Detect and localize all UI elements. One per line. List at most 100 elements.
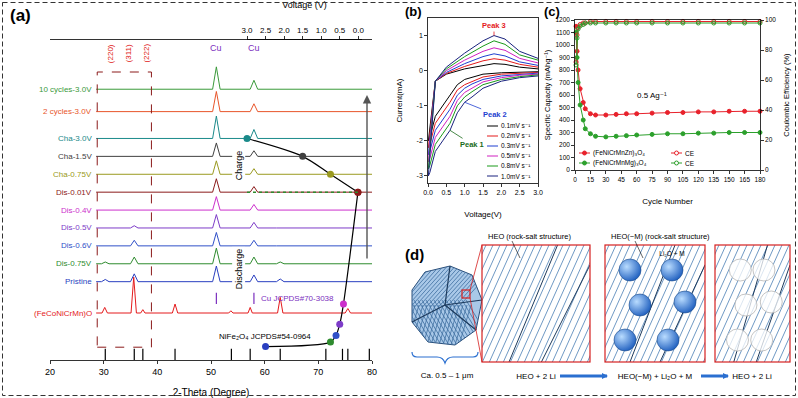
svg-text:800: 800 <box>559 66 570 73</box>
svg-text:0: 0 <box>573 176 577 183</box>
svg-text:100: 100 <box>765 16 776 23</box>
svg-text:135: 135 <box>708 176 719 183</box>
svg-text:20: 20 <box>45 367 55 377</box>
svg-text:0.5: 0.5 <box>441 189 451 196</box>
svg-text:Charge: Charge <box>234 151 244 181</box>
svg-text:HEO(−M) (rock-salt structure): HEO(−M) (rock-salt structure) <box>611 232 710 241</box>
svg-text:0: 0 <box>419 67 423 74</box>
svg-text:0.0: 0.0 <box>353 26 365 35</box>
svg-text:-3: -3 <box>417 172 423 179</box>
svg-text:Cu: Cu <box>248 43 260 53</box>
svg-text:HEO(−M) + Li₂O + M: HEO(−M) + Li₂O + M <box>618 372 693 381</box>
svg-text:0.3mV s⁻¹: 0.3mV s⁻¹ <box>501 142 531 149</box>
svg-text:2.5: 2.5 <box>260 26 272 35</box>
svg-text:HEO + 2 Li: HEO + 2 Li <box>516 372 556 381</box>
svg-text:Cycle Number: Cycle Number <box>642 197 693 206</box>
svg-text:400: 400 <box>559 116 570 123</box>
svg-text:(a): (a) <box>10 6 31 25</box>
svg-text:(b): (b) <box>405 4 422 19</box>
svg-text:500: 500 <box>559 104 570 111</box>
svg-text:(d): (d) <box>405 246 424 263</box>
svg-text:60: 60 <box>260 367 270 377</box>
svg-text:Current(mA): Current(mA) <box>395 78 404 122</box>
svg-text:30: 30 <box>99 367 109 377</box>
svg-text:1.5: 1.5 <box>478 189 488 196</box>
svg-text:2 cycles-3.0V: 2 cycles-3.0V <box>43 107 92 116</box>
svg-text:1100: 1100 <box>556 29 570 36</box>
svg-text:2.0: 2.0 <box>496 189 506 196</box>
svg-text:(c): (c) <box>544 4 560 19</box>
svg-text:1.0: 1.0 <box>316 26 328 35</box>
svg-text:0.8mV s⁻¹: 0.8mV s⁻¹ <box>501 162 531 169</box>
svg-text:Cha-0.75V: Cha-0.75V <box>53 170 92 179</box>
svg-text:Voltage(V): Voltage(V) <box>464 210 502 219</box>
svg-text:Peak 1: Peak 1 <box>460 140 484 149</box>
svg-text:Cha-3.0V: Cha-3.0V <box>58 134 92 143</box>
svg-text:20: 20 <box>765 136 773 143</box>
svg-text:Voltage (V): Voltage (V) <box>282 0 327 10</box>
svg-text:HEO (rock-salt structure): HEO (rock-salt structure) <box>488 232 571 241</box>
svg-text:2.5: 2.5 <box>515 189 525 196</box>
svg-text:2-Theta (Degree): 2-Theta (Degree) <box>173 387 250 398</box>
svg-text:Peak 2: Peak 2 <box>483 110 507 119</box>
svg-text:Specific Capacity (mAhg⁻¹): Specific Capacity (mAhg⁻¹) <box>543 49 552 140</box>
svg-text:Peak 3: Peak 3 <box>482 21 506 30</box>
svg-text:700: 700 <box>559 79 570 86</box>
svg-text:1: 1 <box>419 32 423 39</box>
svg-text:HEO + 2 Li: HEO + 2 Li <box>732 372 772 381</box>
svg-text:60: 60 <box>633 176 641 183</box>
svg-text:50: 50 <box>206 367 216 377</box>
svg-text:3.0: 3.0 <box>241 26 253 35</box>
svg-text:Discharge: Discharge <box>234 249 244 290</box>
svg-text:10 cycles-3.0V: 10 cycles-3.0V <box>39 85 92 94</box>
svg-text:(FeNiCrMnMg)₃O₄: (FeNiCrMnMg)₃O₄ <box>593 159 647 167</box>
svg-text:60: 60 <box>765 76 773 83</box>
svg-text:-2: -2 <box>417 137 423 144</box>
svg-text:15: 15 <box>587 176 595 183</box>
svg-text:CE: CE <box>685 160 695 167</box>
svg-text:(220): (220) <box>106 44 115 63</box>
svg-text:900: 900 <box>559 54 570 61</box>
svg-text:150: 150 <box>724 176 735 183</box>
svg-text:(222): (222) <box>142 44 151 63</box>
svg-text:Dis-0.6V: Dis-0.6V <box>61 241 92 250</box>
svg-text:70: 70 <box>313 367 323 377</box>
svg-text:Cu: Cu <box>210 43 222 53</box>
svg-text:Dis-0.75V: Dis-0.75V <box>56 259 92 268</box>
svg-text:165: 165 <box>739 176 750 183</box>
svg-text:0.1mV s⁻¹: 0.1mV s⁻¹ <box>501 122 531 129</box>
svg-text:NiFe₂O₄ JCPDS#54-0964: NiFe₂O₄ JCPDS#54-0964 <box>219 332 311 341</box>
svg-text:Coulombic Efficiency (%): Coulombic Efficiency (%) <box>782 53 791 137</box>
svg-text:Pristine: Pristine <box>65 277 92 286</box>
svg-text:1000: 1000 <box>555 41 570 48</box>
svg-text:80: 80 <box>367 367 377 377</box>
svg-text:100: 100 <box>559 154 570 161</box>
svg-text:CE: CE <box>685 150 695 157</box>
svg-text:1.0mV s⁻¹: 1.0mV s⁻¹ <box>501 173 531 180</box>
svg-text:0.5: 0.5 <box>334 26 346 35</box>
svg-text:40: 40 <box>152 367 162 377</box>
svg-text:1.0: 1.0 <box>460 189 470 196</box>
svg-text:0: 0 <box>566 166 570 173</box>
svg-text:Dis-0.5V: Dis-0.5V <box>61 223 92 232</box>
svg-text:0.5 Ag⁻¹: 0.5 Ag⁻¹ <box>637 91 667 100</box>
svg-text:105: 105 <box>677 176 688 183</box>
svg-text:600: 600 <box>559 91 570 98</box>
svg-text:180: 180 <box>755 176 766 183</box>
svg-text:1200: 1200 <box>555 16 570 23</box>
svg-text:40: 40 <box>765 106 773 113</box>
svg-text:Cha-1.5V: Cha-1.5V <box>58 152 92 161</box>
svg-text:0.0: 0.0 <box>423 189 433 196</box>
svg-text:Dis-0.01V: Dis-0.01V <box>56 188 92 197</box>
svg-text:(FeNiCrMnZn)₃O₄: (FeNiCrMnZn)₃O₄ <box>593 149 645 157</box>
svg-text:45: 45 <box>618 176 626 183</box>
svg-text:(FeCoNiCrMn)O: (FeCoNiCrMn)O <box>34 309 92 318</box>
svg-text:0.5mV s⁻¹: 0.5mV s⁻¹ <box>501 152 531 159</box>
svg-text:0.2mV s⁻¹: 0.2mV s⁻¹ <box>501 132 531 139</box>
svg-text:Cu JCPDS#70-3038: Cu JCPDS#70-3038 <box>261 294 334 303</box>
svg-text:Li₂O + M: Li₂O + M <box>659 250 684 257</box>
svg-text:80: 80 <box>765 46 773 53</box>
svg-text:75: 75 <box>648 176 656 183</box>
svg-text:2.0: 2.0 <box>279 26 291 35</box>
svg-text:Dis-0.4V: Dis-0.4V <box>61 206 92 215</box>
